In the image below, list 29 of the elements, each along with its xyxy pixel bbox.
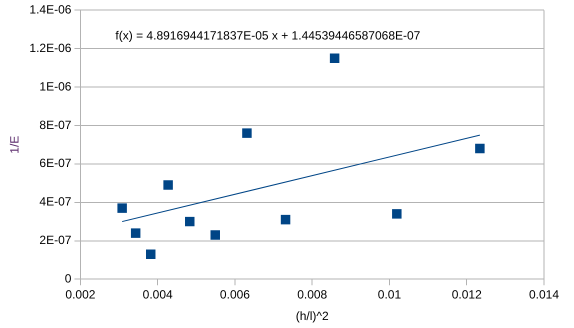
- point: [475, 144, 485, 154]
- point: [117, 203, 127, 213]
- point: [163, 180, 173, 190]
- point: [330, 53, 340, 63]
- point: [242, 128, 252, 138]
- y-tick-label: 2E-07: [39, 233, 72, 248]
- y-tick-label: 8E-07: [39, 118, 72, 132]
- y-tick-label: 1.2E-06: [29, 40, 72, 55]
- point: [280, 214, 290, 224]
- x-tick-label: 0.014: [528, 288, 560, 302]
- y-tick-label: 6E-07: [39, 156, 72, 170]
- point: [146, 249, 156, 259]
- y-tick-label: 4E-07: [39, 194, 72, 209]
- x-tick-label: 0.004: [142, 288, 174, 302]
- point: [392, 209, 402, 219]
- x-tick-label: 0.012: [452, 288, 482, 302]
- point: [185, 216, 194, 226]
- y-axis-title: 1/E: [8, 136, 22, 154]
- x-tick-label: 0.008: [297, 288, 328, 302]
- x-tick-label: 0.006: [220, 288, 250, 302]
- y-tick-label: 1.4E-06: [29, 2, 72, 17]
- point: [210, 230, 220, 240]
- x-axis-title: (h/l)^2: [296, 309, 330, 324]
- y-tick-label: 1E-06: [39, 79, 72, 94]
- point: [130, 228, 140, 238]
- x-tick-label: 0.002: [65, 288, 96, 302]
- annotation: f(x) = 4.8916944171837E-05 x + 1.44539446587068E-07: [115, 28, 421, 43]
- y-tick-label: 0: [64, 272, 72, 286]
- x-tick-label: 0.01: [378, 288, 402, 302]
